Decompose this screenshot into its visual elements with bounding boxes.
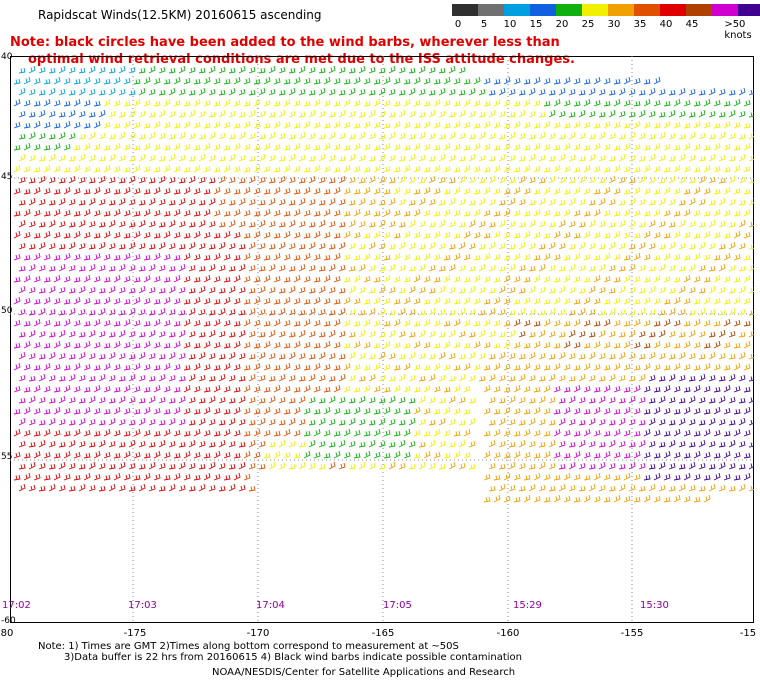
wind-barb-map — [10, 56, 754, 623]
plot-frame — [10, 56, 754, 623]
x-tick-label: -160 — [496, 628, 520, 639]
legend-swatch — [582, 4, 608, 16]
y-tick-label: 50 — [1, 306, 13, 316]
wind-barb-group — [343, 175, 754, 503]
legend-swatch — [608, 4, 634, 16]
wind-barb-group — [13, 76, 754, 129]
time-label: 17:03 — [128, 600, 157, 611]
x-tick-label: -15 — [739, 628, 757, 639]
map-title: Rapidscat Winds(12.5KM) 20160615 ascendi… — [38, 8, 322, 22]
time-label: 17:04 — [256, 600, 285, 611]
time-label: 15:30 — [640, 600, 669, 611]
legend-label: 10 — [503, 19, 517, 30]
time-label: 17:05 — [383, 600, 412, 611]
legend-swatch — [712, 4, 738, 16]
legend-swatch — [686, 4, 712, 16]
wind-barb-group — [513, 318, 751, 349]
note-line-1: Note: black circles have been added to t… — [10, 35, 560, 50]
wind-barb-group — [13, 175, 246, 492]
y-tick-label: -60 — [1, 616, 16, 626]
wind-barb-group — [213, 175, 346, 492]
legend-label: 5 — [480, 19, 488, 30]
legend-label: >50 knots — [724, 19, 752, 41]
wind-barb-group — [643, 373, 754, 481]
legend-label: 35 — [633, 19, 647, 30]
footnote-line-1: Note: 1) Times are GMT 2)Times along bot… — [38, 641, 459, 652]
y-tick-label: 45 — [1, 172, 13, 182]
legend-label: 20 — [555, 19, 569, 30]
wind-barb-group — [13, 252, 646, 470]
legend-swatch — [634, 4, 660, 16]
legend-label: 25 — [581, 19, 595, 30]
x-tick-label: -180 — [0, 628, 14, 639]
credit-line: NOAA/NESDIS/Center for Satellite Applica… — [212, 667, 516, 678]
legend-label: 0 — [454, 19, 462, 30]
legend-swatch — [504, 4, 530, 16]
legend-label: 45 — [685, 19, 699, 30]
x-tick-label: -175 — [123, 628, 147, 639]
x-tick-label: -170 — [246, 628, 270, 639]
time-label: 17:02 — [2, 600, 31, 611]
time-label: 15:29 — [513, 600, 542, 611]
legend-swatch — [660, 4, 686, 16]
legend-swatch — [478, 4, 504, 16]
legend-label: 15 — [529, 19, 543, 30]
wind-barb-group — [13, 65, 754, 459]
lat-lon-grid — [10, 56, 754, 623]
legend-swatch — [452, 4, 478, 16]
wind-barb-group — [13, 98, 754, 470]
attitude-note: Note: black circles have been added to t… — [10, 34, 575, 68]
legend-label: 40 — [659, 19, 673, 30]
y-tick-label: 40 — [1, 52, 13, 62]
legend-swatch — [738, 4, 760, 16]
legend-label: 30 — [607, 19, 621, 30]
footnote-line-2: 3)Data buffer is 22 hrs from 20160615 4)… — [64, 652, 522, 663]
y-tick-label: 55 — [1, 452, 13, 462]
wind-barbs — [13, 65, 754, 503]
wind-barb-group — [13, 65, 136, 96]
x-tick-label: -155 — [620, 628, 644, 639]
legend-swatch — [530, 4, 556, 16]
x-tick-label: -165 — [371, 628, 395, 639]
note-line-2: optimal wind retrieval conditions are me… — [28, 52, 575, 67]
legend-swatch — [556, 4, 582, 16]
